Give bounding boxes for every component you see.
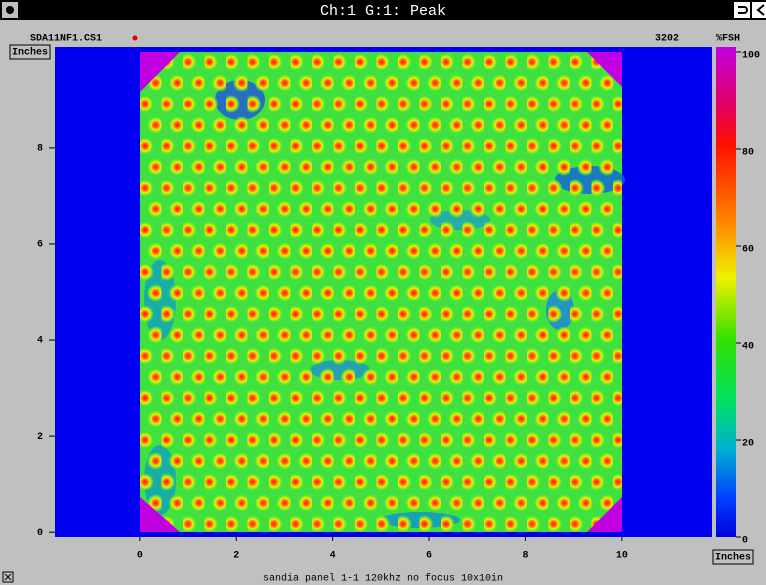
colorbar-tick-label: 40	[742, 342, 754, 353]
x-tick-label: 0	[137, 551, 143, 562]
y-axis-label: Inches	[12, 47, 48, 59]
colorbar-tick-label: 0	[742, 536, 748, 547]
x-tick-label: 2	[233, 551, 239, 562]
x-tick-label: 8	[522, 551, 528, 562]
file-name: SDA11NF1.CS1	[30, 34, 102, 45]
y-tick-label: 6	[37, 240, 43, 251]
colorbar-tick-label: 80	[742, 148, 754, 159]
y-tick-label: 0	[37, 528, 43, 539]
y-tick-label: 2	[37, 432, 43, 443]
x-tick-label: 6	[426, 551, 432, 562]
scan-pattern	[140, 52, 622, 532]
window: Ch:1 G:1: Peak SDA11NF1.CS1 3202 %FSH In…	[0, 0, 766, 585]
count: 3202	[655, 34, 679, 45]
colorbar-tick-label: 20	[742, 439, 754, 450]
status-text: sandia panel 1-1 120khz no focus 10x10in	[263, 573, 503, 585]
colorbar-tick-label: 60	[742, 245, 754, 256]
unit-label: %FSH	[716, 34, 740, 45]
colorbar-tick-label: 100	[742, 51, 760, 62]
window-title: Ch:1 G:1: Peak	[320, 3, 446, 20]
close-icon	[5, 574, 11, 580]
x-axis-label: Inches	[715, 552, 751, 564]
y-tick-label: 8	[37, 144, 43, 155]
y-tick-label: 4	[37, 336, 43, 347]
status-dot	[133, 36, 138, 41]
colorbar	[716, 47, 736, 537]
x-tick-label: 10	[616, 551, 628, 562]
x-tick-label: 4	[330, 551, 336, 562]
menu-icon	[6, 6, 14, 14]
